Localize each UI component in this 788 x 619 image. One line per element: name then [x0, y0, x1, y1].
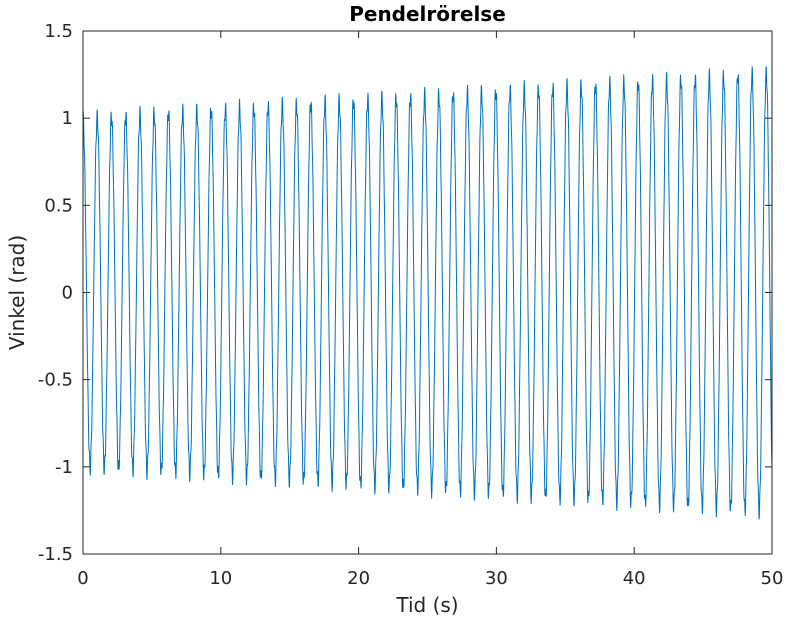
y-axis-label: Vinkel (rad) [5, 235, 29, 350]
y-tick-label: 0 [62, 283, 73, 304]
series-line [82, 66, 773, 520]
x-tick-label: 20 [347, 568, 370, 589]
ticks-layer: 0 10 20 30 40 50 -1.5 -1 -0.5 0 0.5 1 1.5 [38, 21, 784, 589]
y-tick-label: -1 [55, 457, 73, 478]
chart-title: Pendelrörelse [349, 2, 506, 26]
y-tick-label: 0.5 [44, 195, 73, 216]
x-tick-label: 30 [485, 568, 508, 589]
y-tick-label: -1.5 [38, 544, 73, 565]
y-tick-label: 1.5 [44, 21, 73, 42]
x-tick-label: 40 [623, 568, 646, 589]
y-tick-label: -0.5 [38, 370, 73, 391]
x-tick-label: 50 [761, 568, 784, 589]
y-tick-label: 1 [62, 108, 73, 129]
x-tick-label: 10 [209, 568, 232, 589]
x-axis-label: Tid (s) [395, 593, 458, 617]
x-tick-label: 0 [77, 568, 88, 589]
series-layer [82, 66, 773, 520]
